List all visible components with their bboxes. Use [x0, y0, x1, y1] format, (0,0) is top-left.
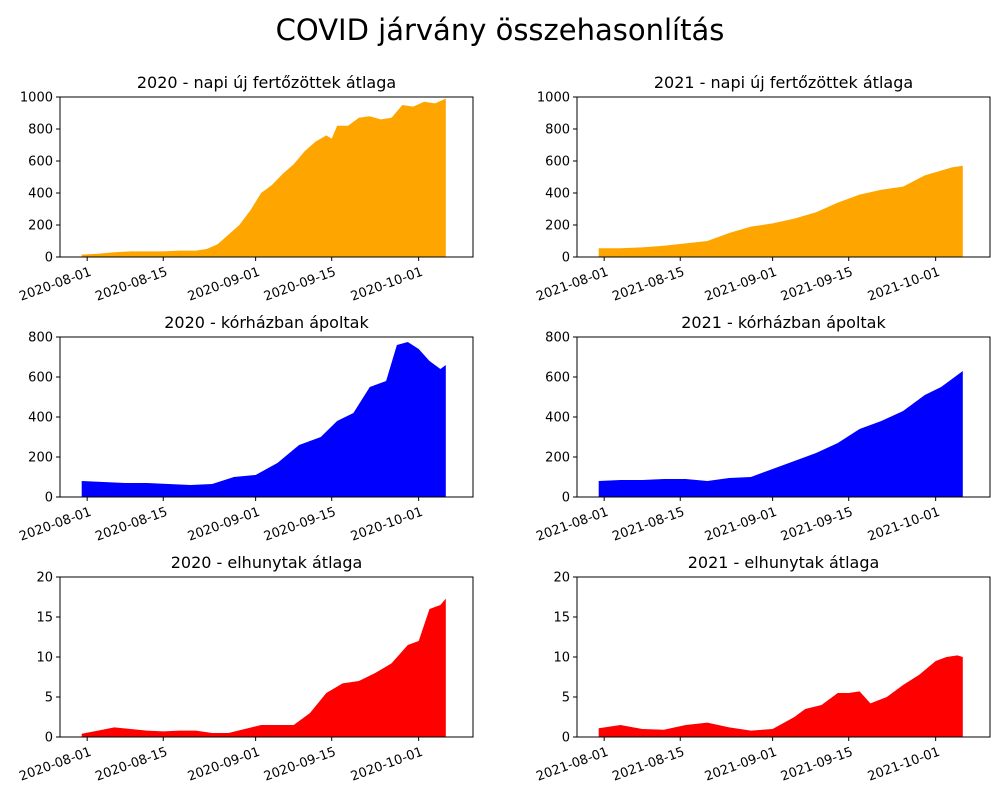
y-tick-label: 0	[45, 491, 53, 506]
x-tick-label: 2021-09-01	[703, 745, 779, 785]
x-tick-label: 2020-09-15	[262, 505, 338, 545]
y-tick-label: 5	[562, 691, 570, 706]
p2020-hosp-panel: 2020 - kórházban ápoltak 0 200 400 600 800 202…	[17, 313, 474, 545]
panel-title: 2020 - napi új fertőzöttek átlaga	[137, 73, 396, 92]
y-tick-label: 1000	[20, 91, 53, 106]
x-tick-label: 2020-10-01	[349, 265, 425, 305]
p2020-cases-panel: 2020 - napi új fertőzöttek átlaga 0 200 400…	[17, 73, 474, 305]
x-tick-label: 2020-08-01	[17, 745, 93, 785]
y-tick-label: 600	[28, 371, 53, 386]
y-tick-label: 1000	[537, 91, 570, 106]
x-tick-label: 2020-09-01	[186, 265, 262, 305]
x-tick-label: 2021-08-15	[610, 745, 686, 785]
y-tick-label: 600	[28, 155, 53, 170]
y-tick-label: 10	[36, 651, 53, 666]
y-tick-label: 400	[28, 187, 53, 202]
x-tick-label: 2021-09-01	[703, 505, 779, 545]
y-tick-label: 800	[28, 123, 53, 138]
y-tick-label: 20	[36, 571, 53, 586]
x-tick-label: 2021-09-15	[779, 505, 855, 545]
axes-frame	[59, 96, 474, 258]
y-tick-label: 600	[545, 371, 570, 386]
y-tick-label: 0	[45, 251, 53, 266]
p2020-hosp-area	[81, 342, 446, 497]
y-tick-label: 10	[553, 651, 570, 666]
p2020-deaths-panel: 2020 - elhunytak átlaga 0 5 10 15 20 2020-08-0…	[17, 553, 474, 785]
x-tick-label: 2021-08-01	[534, 265, 610, 305]
p2020-deaths-area	[81, 598, 446, 737]
y-tick-label: 15	[36, 611, 53, 626]
y-tick-label: 15	[553, 611, 570, 626]
x-tick-label: 2020-09-15	[262, 745, 338, 785]
x-tick-label: 2020-08-15	[93, 265, 169, 305]
panel-title: 2021 - kórházban ápoltak	[681, 313, 886, 332]
p2021-cases-panel: 2021 - napi új fertőzöttek átlaga 0 200 400…	[534, 73, 991, 305]
panel-title: 2020 - kórházban ápoltak	[164, 313, 369, 332]
x-tick-label: 2021-10-01	[866, 265, 942, 305]
panel-title: 2021 - napi új fertőzöttek átlaga	[654, 73, 913, 92]
x-tick-label: 2021-08-01	[534, 505, 610, 545]
x-tick-label: 2021-09-15	[779, 745, 855, 785]
p2021-cases-area	[598, 165, 963, 257]
x-tick-label: 2021-10-01	[866, 505, 942, 545]
y-tick-label: 0	[562, 491, 570, 506]
y-tick-label: 200	[28, 219, 53, 234]
x-tick-label: 2021-08-15	[610, 265, 686, 305]
x-tick-label: 2020-08-15	[93, 505, 169, 545]
p2021-hosp-area	[598, 371, 963, 497]
y-tick-label: 200	[545, 451, 570, 466]
y-tick-label: 800	[545, 331, 570, 346]
y-tick-label: 0	[562, 731, 570, 746]
figure-suptitle: COVID járvány összehasonlítás	[276, 13, 725, 47]
x-tick-label: 2020-09-01	[186, 745, 262, 785]
p2021-deaths-panel: 2021 - elhunytak átlaga 0 5 10 15 20 2021-08-0…	[534, 553, 991, 785]
y-tick-label: 800	[545, 123, 570, 138]
x-tick-label: 2020-09-15	[262, 265, 338, 305]
y-tick-label: 0	[45, 731, 53, 746]
x-tick-label: 2021-08-15	[610, 505, 686, 545]
y-tick-label: 5	[45, 691, 53, 706]
y-tick-label: 20	[553, 571, 570, 586]
x-tick-label: 2021-08-01	[534, 745, 610, 785]
x-tick-label: 2020-09-01	[186, 505, 262, 545]
y-tick-label: 0	[562, 251, 570, 266]
x-tick-label: 2020-10-01	[349, 505, 425, 545]
y-tick-label: 200	[545, 219, 570, 234]
x-tick-label: 2021-09-15	[779, 265, 855, 305]
y-tick-label: 400	[545, 187, 570, 202]
x-tick-label: 2020-08-15	[93, 745, 169, 785]
y-tick-label: 400	[545, 411, 570, 426]
x-tick-label: 2020-10-01	[349, 745, 425, 785]
y-tick-label: 800	[28, 331, 53, 346]
y-tick-label: 200	[28, 451, 53, 466]
x-tick-label: 2021-09-01	[703, 265, 779, 305]
axes-frame	[576, 96, 991, 258]
panel-title: 2020 - elhunytak átlaga	[171, 553, 363, 572]
p2021-deaths-area	[598, 655, 963, 737]
x-tick-label: 2020-08-01	[17, 505, 93, 545]
p2021-hosp-panel: 2021 - kórházban ápoltak 0 200 400 600 800 202…	[534, 313, 991, 545]
p2020-cases-area	[81, 98, 446, 257]
panel-title: 2021 - elhunytak átlaga	[688, 553, 880, 572]
x-tick-label: 2020-08-01	[17, 265, 93, 305]
y-tick-label: 400	[28, 411, 53, 426]
y-tick-label: 600	[545, 155, 570, 170]
x-tick-label: 2021-10-01	[866, 745, 942, 785]
